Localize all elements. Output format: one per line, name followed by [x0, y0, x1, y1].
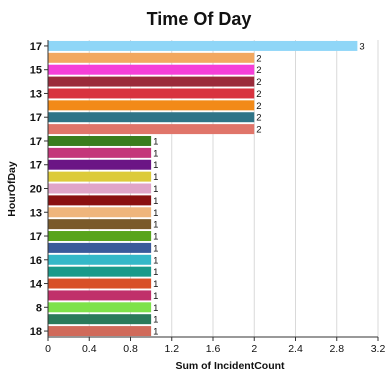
- bar-value-label: 1: [153, 315, 158, 326]
- bar: [48, 40, 358, 51]
- bar-value-label: 1: [153, 279, 158, 290]
- x-tick-label: 1.6: [206, 343, 221, 355]
- bar-value-label: 3: [359, 41, 364, 52]
- bar-value-label: 2: [256, 89, 261, 100]
- bar: [48, 302, 152, 313]
- bar: [48, 171, 152, 182]
- bar: [48, 112, 255, 123]
- bar-value-label: 2: [256, 125, 261, 136]
- bar-value-label: 2: [256, 77, 261, 88]
- bar-value-label: 1: [153, 220, 158, 231]
- x-tick-label: 2.8: [329, 343, 344, 355]
- bar: [48, 135, 152, 146]
- bar-value-label: 1: [153, 243, 158, 254]
- x-tick-label: 1.2: [164, 343, 179, 355]
- y-tick-label: 13: [30, 207, 42, 219]
- x-tick-label: 3.2: [371, 343, 386, 355]
- x-tick-label: 0: [45, 343, 51, 355]
- bar: [48, 266, 152, 277]
- bar: [48, 314, 152, 325]
- y-tick-label: 17: [30, 231, 42, 243]
- bar: [48, 76, 255, 87]
- bar-value-label: 1: [153, 291, 158, 302]
- bar-value-label: 1: [153, 255, 158, 266]
- bar: [48, 64, 255, 75]
- y-tick-label: 13: [30, 88, 42, 100]
- y-tick-label: 15: [30, 65, 42, 77]
- bar-value-label: 1: [153, 208, 158, 219]
- bar: [48, 242, 152, 253]
- bar: [48, 124, 255, 135]
- bar: [48, 52, 255, 63]
- bar-value-label: 1: [153, 172, 158, 183]
- bar-value-label: 2: [256, 53, 261, 64]
- y-tick-label: 17: [30, 136, 42, 148]
- x-tick-labels: 0 0.4 0.8 1.2 1.6 2 2.4 2.8 3.2: [45, 337, 385, 355]
- bar-value-label: 1: [153, 232, 158, 243]
- y-tick-label: 8: [36, 302, 42, 314]
- y-tick-labels: 17 15 13 17 17 17 20 13 17 16 14 8 18: [30, 41, 48, 338]
- y-tick-label: 17: [30, 160, 42, 172]
- y-tick-label: 18: [30, 326, 42, 338]
- bar-value-label: 1: [153, 267, 158, 278]
- y-tick-label: 20: [30, 184, 42, 196]
- x-tick-label: 2.4: [288, 343, 303, 355]
- bar-value-label: 1: [153, 196, 158, 207]
- y-tick-label: 17: [30, 41, 42, 53]
- y-axis-title: HourOfDay: [6, 161, 18, 217]
- x-tick-label: 2: [251, 343, 257, 355]
- bar: [48, 147, 152, 158]
- bar-value-label: 2: [256, 113, 261, 124]
- y-tick-label: 16: [30, 255, 42, 267]
- chart-title: Time Of Day: [147, 9, 252, 29]
- bar-value-label: 1: [153, 184, 158, 195]
- bar: [48, 88, 255, 99]
- bar-value-label: 2: [256, 65, 261, 76]
- bar-value-label: 1: [153, 148, 158, 159]
- bar: [48, 326, 152, 337]
- bar: [48, 290, 152, 301]
- bar-value-label: 1: [153, 136, 158, 147]
- bar: [48, 278, 152, 289]
- bar: [48, 195, 152, 206]
- bar-value-label: 1: [153, 327, 158, 338]
- bar-value-label: 1: [153, 303, 158, 314]
- x-axis-title: Sum of IncidentCount: [175, 360, 285, 372]
- bar-value-label: 2: [256, 101, 261, 112]
- bar: [48, 100, 255, 111]
- bar-value-label: 1: [153, 160, 158, 171]
- bar: [48, 219, 152, 230]
- x-tick-label: 0.4: [82, 343, 97, 355]
- bar: [48, 231, 152, 242]
- x-tick-label: 0.8: [123, 343, 138, 355]
- bar: [48, 207, 152, 218]
- bar: [48, 254, 152, 265]
- y-tick-label: 17: [30, 112, 42, 124]
- bar: [48, 183, 152, 194]
- y-tick-label: 14: [30, 279, 43, 291]
- bar: [48, 159, 152, 170]
